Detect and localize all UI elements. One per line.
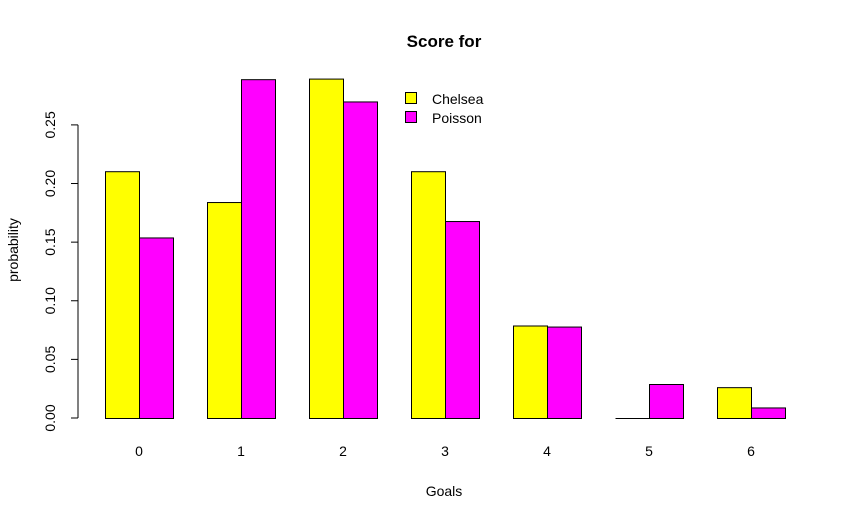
bar-poisson-1 (241, 79, 276, 419)
y-tick-label: 0.10 (42, 287, 58, 314)
bar-chelsea-4 (513, 325, 548, 419)
y-axis-label: probability (5, 218, 21, 282)
bar-chelsea-0 (105, 171, 140, 419)
legend-label-chelsea: Chelsea (432, 91, 484, 107)
bar-chelsea-6 (717, 387, 752, 420)
x-tick-label: 1 (237, 443, 245, 459)
y-tick-label: 0.20 (42, 170, 58, 197)
x-tick-label: 5 (645, 443, 653, 459)
bar-chelsea-1 (207, 202, 242, 419)
bar-poisson-6 (751, 407, 786, 419)
bar-poisson-4 (547, 326, 582, 419)
y-tick-label: 0.05 (42, 346, 58, 373)
y-tick-label: 0.25 (42, 111, 58, 138)
legend-label-poisson: Poisson (432, 110, 482, 126)
bar-poisson-5 (649, 384, 684, 419)
x-tick-label: 6 (747, 443, 755, 459)
x-axis-label: Goals (426, 483, 463, 499)
x-tick-label: 3 (441, 443, 449, 459)
bar-poisson-0 (139, 237, 174, 419)
legend: Chelsea Poisson (405, 91, 484, 126)
x-tick-label: 4 (543, 443, 551, 459)
legend-swatch-poisson (405, 111, 417, 123)
bar-poisson-2 (343, 101, 378, 419)
bar-chelsea-2 (309, 78, 344, 419)
x-tick-label: 0 (135, 443, 143, 459)
y-tick-label: 0.15 (42, 228, 58, 255)
bar-poisson-3 (445, 221, 480, 419)
legend-swatch-chelsea (405, 92, 417, 104)
chart-title: Score for (407, 32, 482, 51)
y-axis: 0.00 0.05 0.10 0.15 0.20 0.25 (42, 111, 79, 432)
x-tick-label: 2 (339, 443, 347, 459)
x-tick-labels: 0 1 2 3 4 5 6 (135, 443, 755, 459)
bar-chelsea-3 (411, 171, 446, 419)
y-tick-label: 0.00 (42, 404, 58, 431)
bars-group (105, 78, 786, 420)
